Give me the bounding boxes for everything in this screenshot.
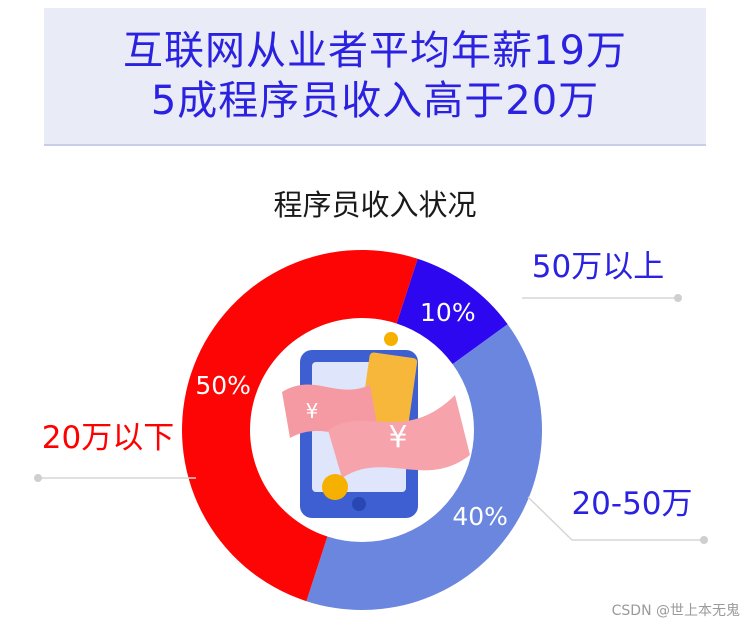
label-leaders bbox=[34, 294, 708, 544]
phone-money-illustration: ¥ ¥ bbox=[282, 332, 470, 518]
leader-dot bbox=[34, 474, 42, 482]
headline-banner: 互联网从业者平均年薪19万 5成程序员收入高于20万 bbox=[44, 8, 706, 146]
headline-line-2: 5成程序员收入高于20万 bbox=[150, 78, 600, 124]
card-icon bbox=[360, 352, 418, 428]
slice-value-label: 40% bbox=[452, 502, 508, 531]
leader-line bbox=[527, 496, 704, 541]
banknote-icon bbox=[328, 395, 470, 478]
chart-title: 程序员收入状况 bbox=[273, 188, 477, 222]
coin-icon bbox=[384, 332, 398, 346]
leader-dot bbox=[700, 536, 708, 544]
headline-line-1: 互联网从业者平均年薪19万 bbox=[123, 28, 627, 74]
donut-slice bbox=[396, 258, 508, 365]
slice-category-label: 20-50万 bbox=[571, 486, 692, 522]
slice-labels: 10% 50万以上 40% 20-50万 50% 20万以下 bbox=[42, 249, 693, 531]
slice-value-label: 10% bbox=[420, 298, 476, 327]
yen-icon: ¥ bbox=[388, 420, 407, 455]
coin-icon bbox=[322, 474, 348, 500]
donut-slice bbox=[182, 249, 418, 602]
slice-value-label: 50% bbox=[195, 371, 251, 400]
yen-icon: ¥ bbox=[306, 399, 319, 423]
slice-category-label: 20万以下 bbox=[42, 420, 174, 456]
donut-slice bbox=[306, 324, 543, 610]
slice-category-label: 50万以上 bbox=[532, 249, 664, 285]
leader-dot bbox=[674, 294, 682, 302]
donut-slices bbox=[182, 249, 543, 610]
watermark: CSDN @世上本无鬼 bbox=[611, 603, 740, 619]
